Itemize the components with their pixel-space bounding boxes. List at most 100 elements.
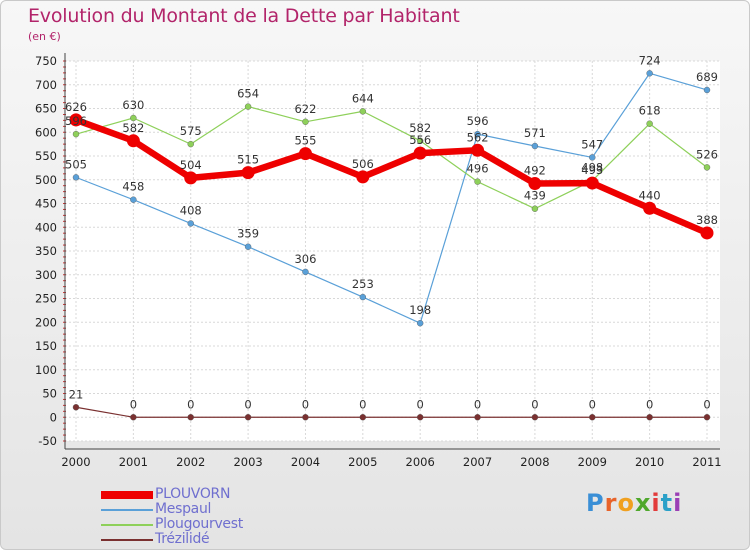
data-label: 555 [294,134,316,148]
data-label: 0 [187,397,194,411]
data-label: 0 [359,397,366,411]
data-point [72,130,80,138]
logo-letter: x [634,489,652,517]
data-point [700,226,714,240]
logo-letter: o [617,489,635,517]
data-point [72,404,80,411]
series-line-trézilidé [75,406,708,418]
legend-label: Trézilidé [155,531,210,547]
data-point [703,164,711,171]
logo-letter: i [673,489,683,517]
x-tick-label: 2006 [406,455,435,469]
x-tick-label: 2009 [578,455,607,469]
legend-item-trézilidé: Trézilidé [101,531,301,547]
logo-letter: i [651,489,661,517]
data-label: 0 [302,397,309,411]
data-point [471,143,485,157]
data-label: 21 [69,387,84,401]
data-point [69,113,83,127]
legend-item-plouvorn: PLOUVORN [101,486,301,502]
data-point [298,147,312,161]
y-tick-label: 750 [35,54,57,68]
data-label: 724 [639,53,661,67]
x-tick-label: 2007 [463,455,492,469]
data-label: 0 [589,397,596,411]
data-label: 596 [467,114,489,128]
data-point [474,178,481,185]
data-point [244,414,252,421]
data-label: 689 [696,70,718,84]
data-point [646,70,653,77]
data-point [646,414,653,421]
proxiti-logo: Proxiti [586,489,682,517]
data-label: 198 [409,303,431,317]
data-point [130,414,137,421]
x-tick-label: 2004 [291,455,320,469]
data-label: 0 [474,397,481,411]
data-point [585,176,599,190]
data-label: 562 [467,130,489,144]
series-line-plouvorn [72,116,711,237]
data-label: 0 [244,397,251,411]
data-point [646,120,653,127]
logo-letter: P [586,489,605,517]
data-point [302,268,309,276]
y-tick-label: 150 [35,339,57,353]
y-tick-label: 500 [35,173,57,187]
data-label: 626 [65,100,87,114]
data-label: 439 [524,189,546,203]
x-tick-label: 2011 [692,455,721,469]
x-tick-label: 2003 [233,455,262,469]
data-label: 496 [467,162,489,176]
legend-item-mespaul: Mespaul [101,501,301,517]
data-label: 526 [696,147,718,161]
data-label: 654 [237,87,259,101]
chart-legend: PLOUVORN Mespaul Plougourvest Trézilidé [101,486,301,547]
data-label: 547 [581,137,603,151]
legend-label: Mespaul [155,501,212,517]
data-point [302,414,309,421]
data-label: 0 [646,397,653,411]
y-tick-label: 0 [50,410,57,424]
y-tick-label: 200 [35,315,57,329]
y-tick-label: 50 [42,387,57,401]
x-tick-label: 2002 [176,455,205,469]
data-label: 596 [65,114,87,128]
data-label: 575 [180,124,202,138]
legend-swatch [101,539,153,541]
series-line-mespaul [75,72,708,324]
data-point [184,171,198,185]
y-tick-label: 550 [35,149,57,163]
data-point [126,134,140,148]
data-label: 492 [524,164,546,178]
data-point [187,220,194,227]
data-label: 253 [352,277,374,291]
data-point [359,414,367,421]
data-point [302,118,309,126]
legend-swatch [101,491,153,499]
data-point [531,142,539,150]
data-point [130,196,137,203]
y-tick-label: 350 [35,244,57,258]
data-label: 506 [352,157,374,171]
y-tick-label: 300 [35,268,57,282]
data-label: 622 [294,102,316,116]
y-tick-label: 600 [35,125,57,139]
data-point [589,414,596,421]
data-label: 0 [417,397,424,411]
data-label: 440 [639,188,661,202]
data-label: 498 [581,161,603,175]
legend-label: PLOUVORN [155,486,231,502]
data-point [244,243,252,250]
data-label: 582 [122,121,144,135]
data-label: 630 [122,98,144,112]
data-point [703,414,711,421]
data-point [589,154,596,161]
x-tick-label: 2000 [61,455,90,469]
legend-item-plougourvest: Plougourvest [101,516,301,532]
data-label: 388 [696,213,718,227]
data-point [416,414,424,421]
data-label: 408 [180,203,202,217]
legend-swatch [101,509,153,511]
